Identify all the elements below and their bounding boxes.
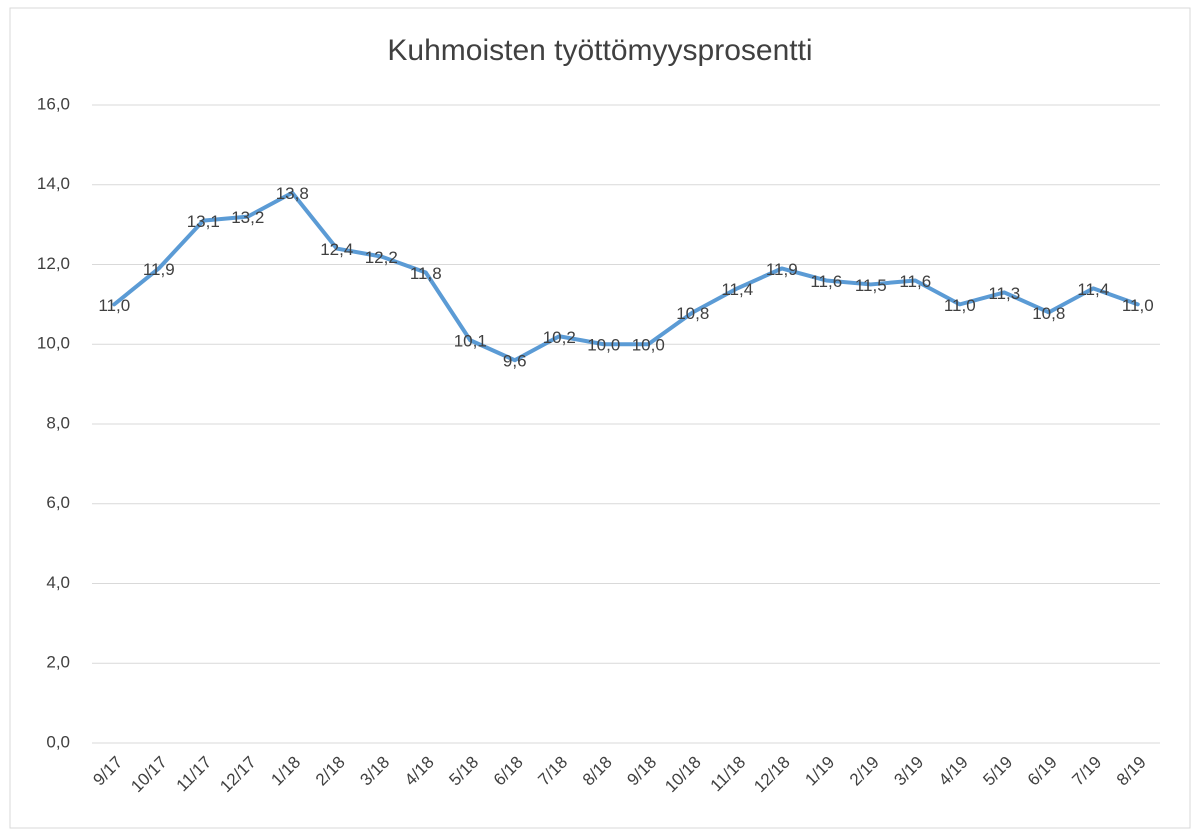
data-label: 10,0	[632, 336, 665, 355]
data-label: 10,8	[1032, 304, 1065, 323]
data-label: 11,4	[721, 280, 753, 299]
data-label: 9,6	[503, 352, 527, 371]
data-label: 11,4	[1077, 280, 1109, 299]
y-tick-label: 10,0	[37, 334, 70, 353]
data-label: 13,8	[276, 184, 309, 203]
data-label: 10,1	[454, 332, 487, 351]
chart-title: Kuhmoisten työttömyysprosentti	[387, 34, 812, 67]
data-label: 10,8	[676, 304, 709, 323]
y-tick-label: 8,0	[46, 413, 70, 432]
data-label: 11,0	[1122, 296, 1154, 315]
y-tick-label: 4,0	[46, 573, 70, 592]
data-label: 11,3	[988, 284, 1020, 303]
data-label: 12,2	[365, 248, 398, 267]
data-label: 11,6	[899, 272, 931, 291]
y-tick-label: 2,0	[46, 653, 70, 672]
y-tick-label: 0,0	[46, 732, 70, 751]
data-label: 11,9	[143, 260, 175, 279]
data-line	[112, 190, 1140, 363]
data-label: 12,4	[320, 240, 353, 259]
data-label: 11,8	[410, 264, 442, 283]
y-tick-label: 6,0	[46, 493, 70, 512]
y-tick-label: 16,0	[37, 94, 70, 113]
y-tick-label: 12,0	[37, 254, 70, 273]
data-label: 11,9	[766, 260, 798, 279]
data-label: 11,0	[98, 296, 130, 315]
chart-border	[9, 7, 1191, 829]
y-tick-label: 14,0	[37, 174, 70, 193]
data-label: 11,5	[855, 276, 887, 295]
data-label: 10,2	[543, 328, 576, 347]
data-label: 11,6	[810, 272, 842, 291]
data-label: 13,2	[231, 208, 264, 227]
data-label: 11,0	[944, 296, 976, 315]
data-label: 10,0	[587, 336, 620, 355]
data-label: 13,1	[187, 212, 220, 231]
